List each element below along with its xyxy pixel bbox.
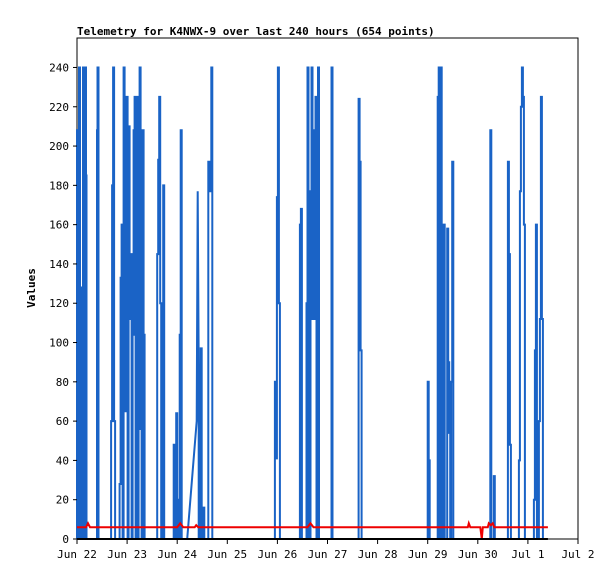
- x-axis: Jun 22 Jun 23 Jun 24 Jun 25 Jun 26 Jun 27 Jun …: [57, 539, 595, 561]
- x-tick-label: Jul 1: [511, 548, 544, 561]
- x-tick-label: Jun 26: [258, 548, 298, 561]
- chart-title: Telemetry for K4NWX-9 over last 240 hour…: [77, 25, 435, 38]
- y-tick-label: 240: [49, 61, 69, 74]
- y-tick-label: 80: [56, 376, 69, 389]
- x-tick-label: Jun 23: [107, 548, 147, 561]
- y-tick-label: 220: [49, 101, 69, 114]
- x-tick-label: Jun 24: [157, 548, 197, 561]
- x-tick-label: Jun 30: [458, 548, 498, 561]
- y-tick-label: 100: [49, 337, 69, 350]
- x-tick-label: Jun 29: [408, 548, 448, 561]
- x-tick-label: Jun 25: [207, 548, 247, 561]
- series-line-0: [76, 66, 544, 540]
- y-axis: 0 20 40 60 80 100 120 140 160 180 200 220 240: [49, 61, 77, 546]
- y-tick-label: 0: [62, 533, 69, 546]
- y-tick-label: 40: [56, 454, 69, 467]
- series-line-1: [77, 520, 548, 540]
- y-axis-label: Values: [25, 268, 38, 308]
- y-tick-label: 120: [49, 297, 69, 310]
- y-tick-label: 60: [56, 415, 69, 428]
- x-tick-label: Jul 2: [561, 548, 594, 561]
- x-tick-label: Jun 22: [57, 548, 97, 561]
- y-tick-label: 200: [49, 140, 69, 153]
- y-tick-label: 180: [49, 179, 69, 192]
- y-tick-label: 160: [49, 219, 69, 232]
- plot-area-frame: [76, 37, 579, 540]
- y-tick-label: 20: [56, 494, 69, 507]
- x-tick-label: Jun 28: [358, 548, 398, 561]
- x-tick-label: Jun 27: [308, 548, 348, 561]
- y-tick-label: 140: [49, 258, 69, 271]
- series-layer: [76, 66, 548, 540]
